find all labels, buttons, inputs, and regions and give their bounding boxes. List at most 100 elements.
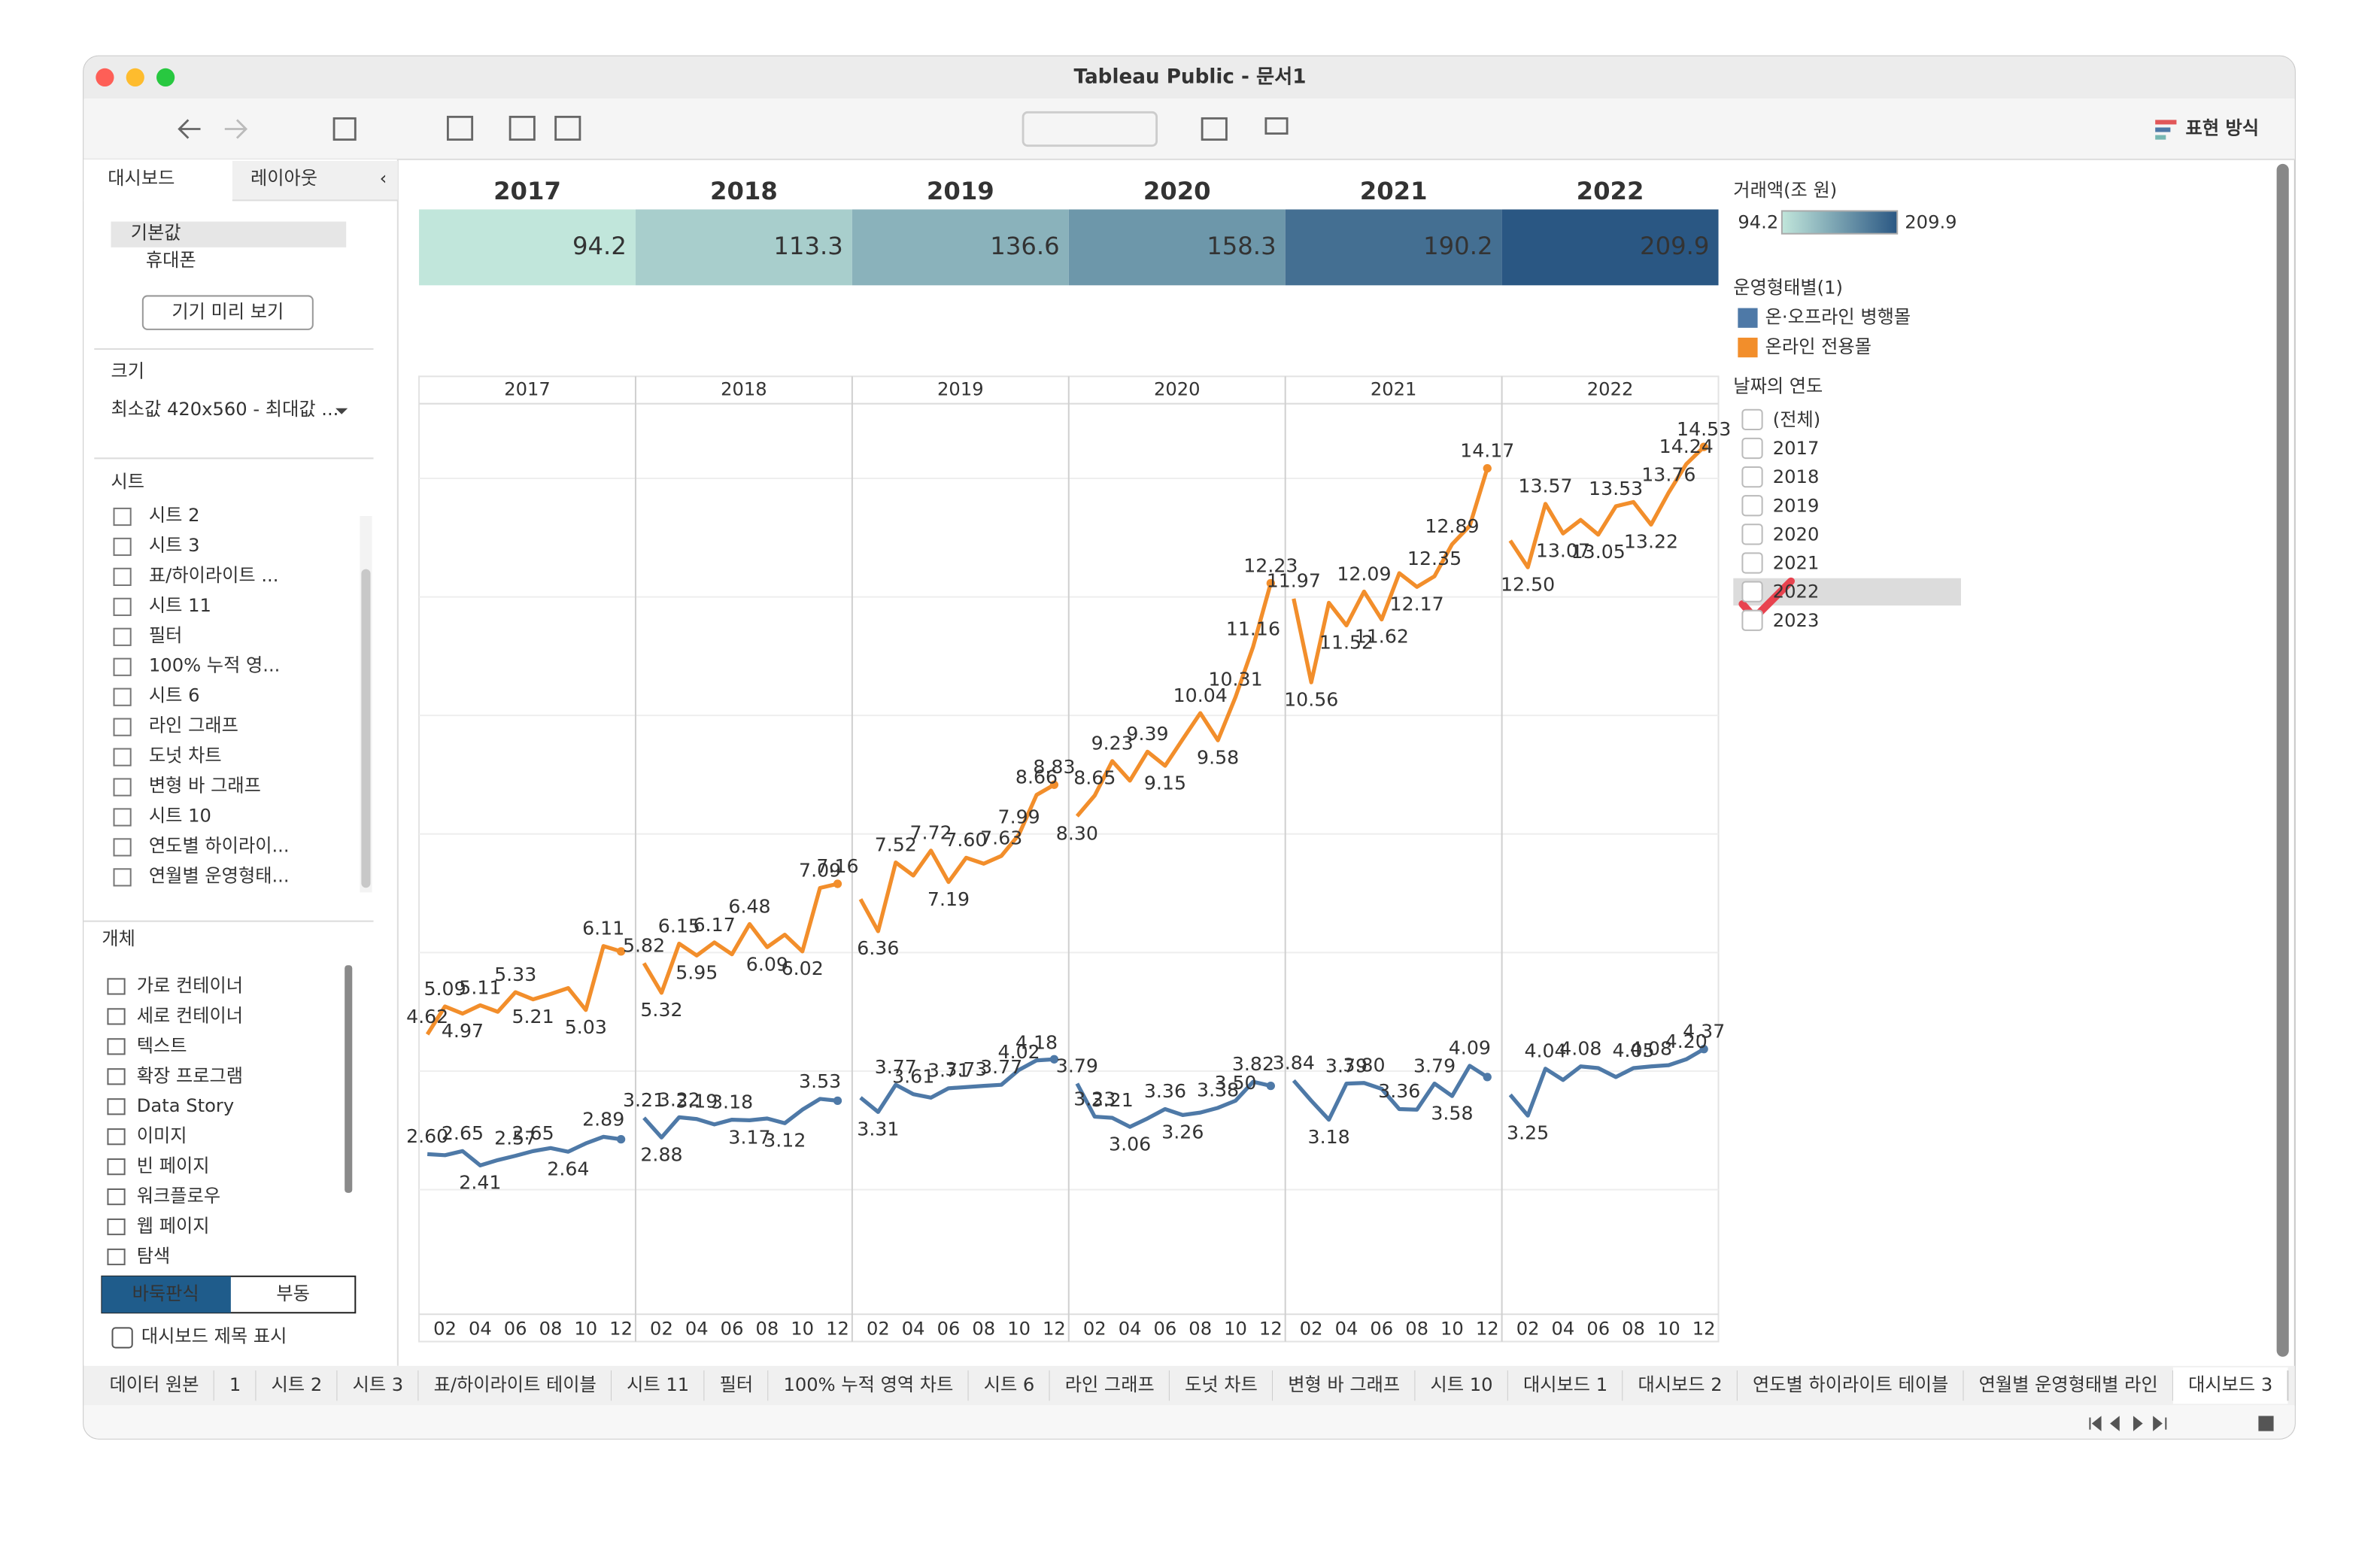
filter-item[interactable]: 2020 xyxy=(1773,524,1820,545)
sheet-tab[interactable] xyxy=(1049,1367,1170,1404)
filter-checkbox[interactable] xyxy=(1741,581,1763,602)
close-button[interactable] xyxy=(96,68,114,87)
checkbox-label[interactable]: 대시보드 제목 표시 xyxy=(141,1326,287,1347)
sheet-tab[interactable] xyxy=(1273,1367,1416,1404)
sheet-tab[interactable] xyxy=(1623,1367,1738,1404)
sheet-item[interactable]: 표/하이라이트 ... xyxy=(149,565,279,586)
sheet-tab-label[interactable]: 시트 2 xyxy=(272,1374,323,1395)
size-dropdown[interactable]: 최소값 420x560 - 최대값 ... xyxy=(111,399,338,420)
view-icon[interactable] xyxy=(2258,1416,2274,1431)
sheet-tab[interactable] xyxy=(94,1367,214,1404)
sheet-tab-label[interactable]: 대시보드 3 xyxy=(2188,1374,2272,1395)
sheet-item[interactable]: 시트 2 xyxy=(149,505,200,526)
tab[interactable]: 대시보드 xyxy=(108,168,175,189)
sheet-tab[interactable] xyxy=(1507,1367,1623,1404)
sheet-item[interactable]: 시트 6 xyxy=(149,685,200,706)
device-item[interactable]: 휴대폰 xyxy=(146,250,196,271)
sheet-item[interactable]: 100% 누적 영... xyxy=(149,655,280,676)
filter-item[interactable]: 2022 xyxy=(1773,581,1820,602)
show-me-icon[interactable] xyxy=(1201,117,1228,141)
checkbox[interactable] xyxy=(111,1327,133,1349)
sheet-tab[interactable] xyxy=(256,1367,338,1404)
sheet-tab[interactable] xyxy=(968,1367,1050,1404)
minimize-button[interactable] xyxy=(126,68,144,87)
object-item[interactable]: 확장 프로그램 xyxy=(137,1065,243,1086)
sheet-tab-label[interactable]: 대시보드 1 xyxy=(1523,1374,1607,1395)
filter-item[interactable]: (전체) xyxy=(1773,409,1820,430)
sheet-item[interactable]: 시트 10 xyxy=(149,805,211,826)
sheet-tab-label[interactable]: 필터 xyxy=(720,1374,754,1395)
sheet-tab-label[interactable]: 100% 누적 영역 차트 xyxy=(783,1374,953,1395)
filter-checkbox[interactable] xyxy=(1741,495,1763,517)
filter-checkbox[interactable] xyxy=(1741,552,1763,574)
filter-item[interactable]: 2018 xyxy=(1773,466,1820,487)
size-dropdown-arrow[interactable] xyxy=(335,408,348,414)
presentation-icon[interactable] xyxy=(1264,117,1289,135)
sheet-tab[interactable] xyxy=(612,1367,705,1404)
sheet-tab-label[interactable]: 도넛 차트 xyxy=(1185,1374,1258,1395)
sheet-tab[interactable] xyxy=(1169,1367,1273,1404)
device-item[interactable]: 기본값 xyxy=(131,223,181,244)
object-item[interactable]: Data Story xyxy=(137,1095,234,1116)
filter-checkbox[interactable] xyxy=(1741,524,1763,545)
inactive-tab[interactable] xyxy=(232,160,398,201)
sheet-item[interactable]: 연월별 운영형태... xyxy=(149,865,290,886)
filter-checkbox[interactable] xyxy=(1741,466,1763,488)
sheet-item[interactable]: 라인 그래프 xyxy=(149,715,238,736)
zoom-button[interactable] xyxy=(156,68,175,87)
new-sheet-icon[interactable] xyxy=(446,115,474,141)
objects-scrollbar[interactable] xyxy=(345,965,353,1193)
sheet-tab[interactable] xyxy=(1963,1367,2173,1404)
object-item[interactable]: 세로 컨테이너 xyxy=(137,1005,243,1026)
tab[interactable]: 레이아웃 xyxy=(250,168,317,189)
object-item[interactable]: 이미지 xyxy=(137,1125,187,1146)
redo-icon[interactable] xyxy=(224,119,248,139)
sheet-tab[interactable] xyxy=(1737,1367,1964,1404)
tiled-active[interactable] xyxy=(102,1276,231,1313)
filter-item[interactable]: 2019 xyxy=(1773,495,1820,516)
sheets-scrollbar[interactable] xyxy=(361,569,371,888)
save-icon[interactable] xyxy=(332,117,357,141)
sheet-tab[interactable] xyxy=(418,1367,612,1404)
sheet-tab[interactable] xyxy=(704,1367,769,1404)
sheet-tab[interactable] xyxy=(214,1367,257,1404)
sheet-tab-label[interactable]: 1 xyxy=(229,1374,241,1395)
sheet-tab-label[interactable]: 시트 3 xyxy=(353,1374,404,1395)
filter-item[interactable]: 2023 xyxy=(1773,610,1820,631)
sheet-tab-label[interactable]: 시트 10 xyxy=(1431,1374,1493,1395)
sheet-tab-label[interactable]: 표/하이라이트 테이블 xyxy=(434,1374,597,1395)
button-label[interactable]: 기기 미리 보기 xyxy=(172,302,284,323)
sheet-item[interactable]: 시트 11 xyxy=(149,595,211,616)
object-item[interactable]: 워크플로우 xyxy=(137,1185,220,1207)
sheet-tab[interactable] xyxy=(768,1367,969,1404)
filter-item[interactable]: 2017 xyxy=(1773,438,1820,459)
sheet-item[interactable]: 필터 xyxy=(149,625,183,646)
object-item[interactable]: 빈 페이지 xyxy=(137,1155,210,1176)
duplicate-icon[interactable] xyxy=(508,115,536,141)
sheet-item[interactable]: 연도별 하이라이... xyxy=(149,835,290,856)
sheet-tab[interactable] xyxy=(1415,1367,1508,1404)
object-item[interactable]: 웹 페이지 xyxy=(137,1216,210,1237)
sheet-tab-label[interactable]: 시트 11 xyxy=(627,1374,689,1395)
sheet-item[interactable]: 시트 3 xyxy=(149,535,200,556)
collapse-arrow[interactable]: ‹ xyxy=(380,168,387,189)
clear-icon[interactable] xyxy=(554,115,581,141)
sheet-tab-label[interactable]: 연월별 운영형태별 라인 xyxy=(1979,1374,2158,1395)
sheet-tab-label[interactable]: 변형 바 그래프 xyxy=(1288,1374,1400,1395)
sheet-tab[interactable] xyxy=(337,1367,419,1404)
sheet-nav[interactable] xyxy=(2089,1416,2167,1431)
object-item[interactable]: 가로 컨테이너 xyxy=(137,975,243,996)
sheet-tab-label[interactable]: 대시보드 2 xyxy=(1638,1374,1722,1395)
sheet-item[interactable]: 변형 바 그래프 xyxy=(149,776,261,797)
undo-icon[interactable] xyxy=(178,119,201,139)
sheet-tab-label[interactable]: 데이터 원본 xyxy=(109,1374,199,1395)
fit-dropdown[interactable] xyxy=(1022,111,1158,147)
layout-mode[interactable]: 부동 xyxy=(276,1283,310,1304)
sheet-tab-label[interactable]: 시트 6 xyxy=(984,1374,1035,1395)
filter-checkbox[interactable] xyxy=(1741,408,1763,430)
filter-item[interactable]: 2021 xyxy=(1773,553,1820,574)
object-item[interactable]: 텍스트 xyxy=(137,1035,187,1056)
sheet-tab-label[interactable]: 라인 그래프 xyxy=(1065,1374,1155,1395)
object-item[interactable]: 탐색 xyxy=(137,1246,171,1267)
filter-checkbox[interactable] xyxy=(1741,609,1763,631)
